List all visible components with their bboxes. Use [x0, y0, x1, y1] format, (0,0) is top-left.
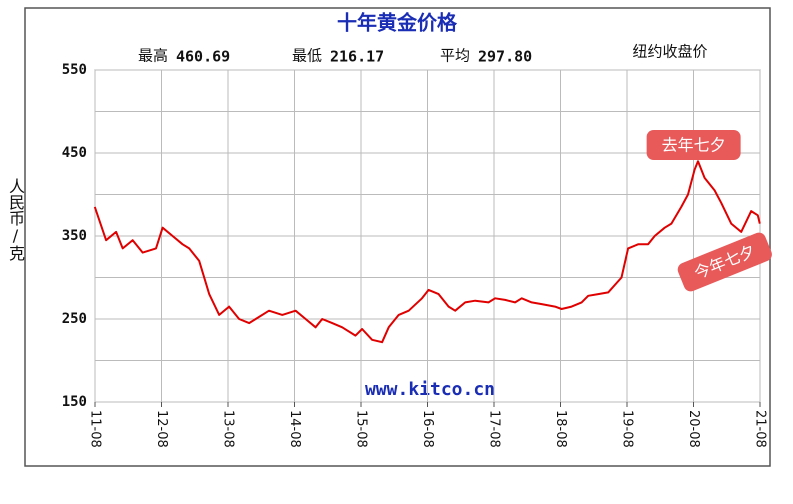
x-tick-label: 13-08 — [221, 410, 236, 448]
y-tick-label: 150 — [62, 394, 87, 410]
y-tick-label: 450 — [62, 145, 87, 161]
x-tick-label: 12-08 — [154, 410, 169, 448]
x-tick-label: 18-08 — [553, 410, 568, 448]
x-tick-label: 11-08 — [88, 410, 103, 448]
y-axis-label: 人民币/克 — [6, 178, 25, 261]
y-tick-label: 550 — [62, 62, 87, 78]
stat-label: 最高 — [138, 47, 168, 65]
stat-label: 最低 — [292, 47, 322, 65]
annotation-box — [677, 232, 772, 292]
annotation-box — [646, 130, 741, 160]
x-tick-label: 19-08 — [620, 410, 635, 448]
stat-value: 297.80 — [478, 48, 532, 66]
annotation: 去年七夕 — [646, 130, 741, 160]
x-tick-label: 21-08 — [753, 410, 768, 448]
x-tick-label: 17-08 — [487, 410, 502, 448]
x-tick-label: 16-08 — [420, 410, 435, 448]
y-tick-label: 250 — [62, 311, 87, 327]
y-tick-label: 350 — [62, 228, 87, 244]
watermark: www.kitco.cn — [365, 379, 495, 400]
stat-label: 平均 — [440, 47, 470, 65]
x-tick-label: 20-08 — [686, 410, 701, 448]
stat-value: 216.17 — [330, 48, 384, 66]
chart-title: 十年黄金价格 — [337, 11, 458, 35]
x-tick-label: 15-08 — [354, 410, 369, 448]
x-tick-label: 14-08 — [287, 410, 302, 448]
subtitle: 纽约收盘价 — [632, 43, 707, 61]
price-line — [93, 160, 761, 344]
stat-value: 460.69 — [176, 48, 230, 66]
annotation-text: 去年七夕 — [662, 136, 726, 155]
